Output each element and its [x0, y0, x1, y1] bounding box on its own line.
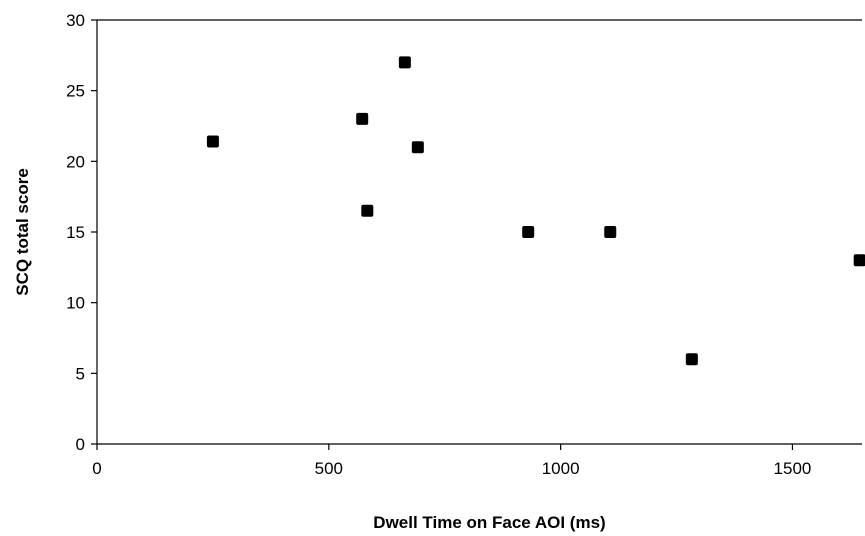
- y-tick-label: 25: [66, 82, 85, 101]
- y-ticks: 0 5 10 15 20 25 30: [66, 11, 97, 454]
- data-point: [411, 141, 424, 154]
- data-point: [604, 226, 617, 238]
- x-tick-label: 1000: [542, 459, 580, 478]
- x-tick-label: 1500: [774, 459, 812, 478]
- axes: [96, 19, 862, 445]
- data-point: [206, 135, 219, 148]
- x-tick-label: 0: [92, 459, 101, 478]
- data-point: [522, 226, 535, 238]
- data-point: [361, 204, 374, 217]
- y-tick-label: 10: [66, 294, 85, 313]
- x-ticks: 0 500 1000 1500: [92, 444, 811, 478]
- y-tick-label: 30: [66, 11, 85, 30]
- y-tick-label: 0: [76, 435, 85, 454]
- data-point: [853, 254, 865, 267]
- y-tick-label: 20: [66, 152, 85, 171]
- x-axis-title: Dwell Time on Face AOI (ms): [373, 513, 605, 532]
- y-tick-label: 5: [76, 364, 85, 383]
- y-axis-title: SCQ total score: [13, 168, 32, 296]
- data-points: [206, 56, 865, 366]
- data-point: [685, 353, 698, 366]
- y-tick-label: 15: [66, 223, 85, 242]
- x-tick-label: 500: [315, 459, 343, 478]
- data-point: [356, 112, 369, 125]
- data-point: [398, 56, 411, 69]
